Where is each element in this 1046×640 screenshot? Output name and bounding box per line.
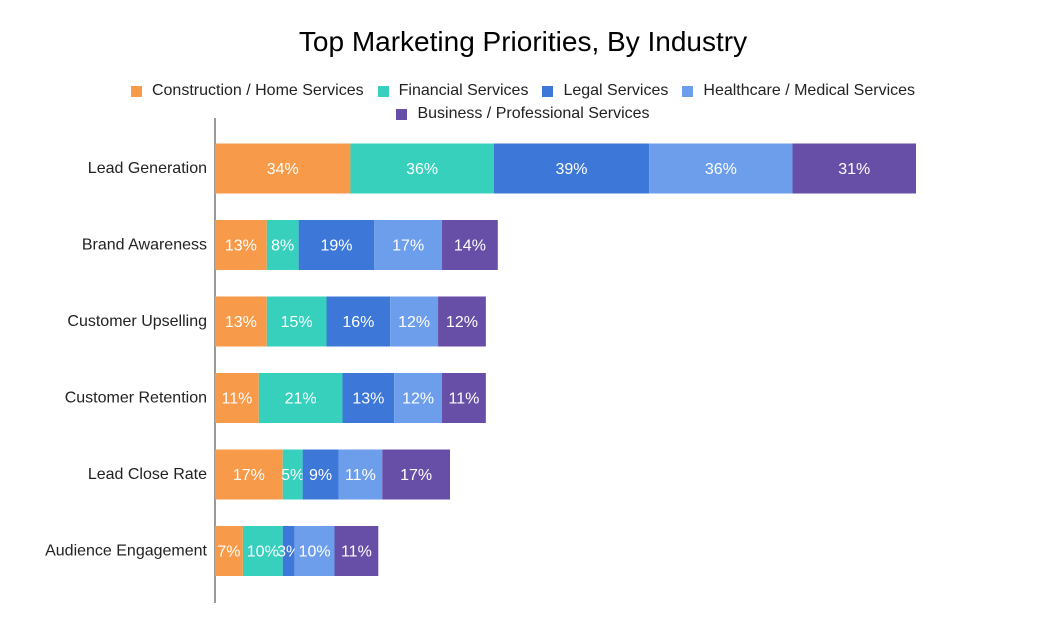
bar-brand-awareness-healthcare-medical-services: [374, 220, 443, 270]
legend-item-financial: Financial Services: [377, 81, 529, 101]
data-label-lead-close-rate-healthcare-medical-services: 11%: [345, 467, 376, 484]
data-label-brand-awareness-financial-services: 8%: [271, 238, 294, 255]
data-label-audience-engagement-financial-services: 10%: [247, 544, 279, 561]
bar-customer-upselling-healthcare-medical-services: [390, 296, 439, 347]
data-label-lead-close-rate-business-professional-services: 17%: [400, 467, 432, 484]
bar-audience-engagement-business-professional-services: [334, 526, 379, 576]
data-label-customer-upselling-construction-home-services: 13%: [225, 314, 257, 331]
data-label-customer-retention-construction-home-services: 11%: [221, 391, 252, 408]
bar-lead-generation-business-professional-services: [792, 143, 916, 194]
bar-audience-engagement-construction-home-services: [215, 526, 243, 576]
data-label-customer-upselling-healthcare-medical-services: 12%: [398, 314, 430, 331]
legend-item-construction: Construction / Home Services: [130, 81, 364, 101]
data-label-brand-awareness-healthcare-medical-services: 17%: [392, 238, 424, 255]
bar-lead-close-rate-business-professional-services: [382, 449, 450, 500]
data-label-customer-retention-financial-services: 21%: [285, 391, 317, 408]
legend-item-healthcare: Healthcare / Medical Services: [682, 81, 915, 101]
legend-item-business: Business / Professional Services: [396, 104, 650, 124]
category-label-lead-generation: Lead Generation: [88, 160, 207, 177]
bar-lead-close-rate-construction-home-services: [215, 449, 283, 500]
legend-item-legal: Legal Services: [542, 81, 668, 101]
category-label-lead-close-rate: Lead Close Rate: [88, 466, 207, 483]
category-label-audience-engagement: Audience Engagement: [45, 543, 207, 560]
data-label-customer-retention-healthcare-medical-services: 12%: [402, 391, 434, 408]
legend: Construction / Home Services Financial S…: [0, 81, 1046, 101]
category-label-brand-awareness: Brand Awareness: [82, 237, 207, 254]
bar-lead-close-rate-legal-services: [302, 449, 339, 500]
data-label-brand-awareness-legal-services: 19%: [320, 238, 352, 255]
legend-swatch-construction: [130, 85, 142, 97]
bar-customer-retention-business-professional-services: [442, 373, 486, 423]
data-label-lead-generation-healthcare-medical-services: 36%: [705, 161, 737, 178]
bar-customer-upselling-financial-services: [266, 296, 327, 347]
data-label-customer-upselling-financial-services: 15%: [281, 314, 313, 331]
bar-brand-awareness-construction-home-services: [215, 220, 267, 270]
bar-brand-awareness-legal-services: [298, 220, 375, 270]
legend-label-healthcare: Healthcare / Medical Services: [703, 82, 916, 99]
data-label-lead-close-rate-legal-services: 9%: [309, 467, 332, 484]
legend-row-2: Business / Professional Services: [0, 104, 1046, 124]
bar-lead-close-rate-healthcare-medical-services: [338, 449, 383, 500]
data-label-customer-upselling-business-professional-services: 12%: [446, 314, 478, 331]
data-label-customer-upselling-legal-services: 16%: [342, 314, 374, 331]
category-label-customer-upselling: Customer Upselling: [67, 313, 207, 330]
bar-customer-retention-construction-home-services: [215, 373, 259, 423]
chart-title: Top Marketing Priorities, By Industry: [298, 26, 748, 57]
data-label-brand-awareness-business-professional-services: 14%: [454, 238, 486, 255]
bar-customer-upselling-business-professional-services: [438, 296, 486, 347]
bar-lead-generation-legal-services: [493, 143, 650, 194]
bar-brand-awareness-business-professional-services: [442, 220, 498, 270]
data-label-brand-awareness-construction-home-services: 13%: [225, 238, 257, 255]
data-label-lead-close-rate-financial-services: 5%: [281, 467, 304, 484]
bar-customer-upselling-construction-home-services: [215, 296, 267, 347]
data-label-lead-close-rate-construction-home-services: 17%: [233, 467, 265, 484]
data-label-customer-retention-legal-services: 13%: [352, 391, 384, 408]
data-label-customer-retention-business-professional-services: 11%: [449, 391, 480, 408]
bar-lead-close-rate-financial-services: [282, 449, 303, 500]
data-label-lead-generation-business-professional-services: 31%: [838, 161, 870, 178]
bar-brand-awareness-financial-services: [266, 220, 299, 270]
data-label-audience-engagement-business-professional-services: 11%: [341, 544, 372, 561]
legend-swatch-legal: [542, 85, 554, 97]
bar-customer-retention-legal-services: [342, 373, 395, 423]
bar-customer-retention-financial-services: [258, 373, 343, 423]
bar-audience-engagement-legal-services: [282, 526, 295, 576]
legend-swatch-financial: [377, 85, 389, 97]
legend-label-construction: Construction / Home Services: [151, 82, 364, 99]
category-label-customer-retention: Customer Retention: [65, 390, 207, 407]
data-label-audience-engagement-legal-services: 3%: [277, 544, 300, 561]
bar-lead-generation-healthcare-medical-services: [649, 143, 793, 194]
bar-lead-generation-construction-home-services: [215, 143, 351, 194]
legend-label-business: Business / Professional Services: [417, 105, 650, 122]
legend-label-legal: Legal Services: [563, 82, 669, 99]
data-label-lead-generation-financial-services: 36%: [406, 161, 438, 178]
bar-lead-generation-financial-services: [350, 143, 494, 194]
data-label-audience-engagement-healthcare-medical-services: 10%: [299, 544, 331, 561]
legend-swatch-healthcare: [682, 85, 694, 97]
data-label-lead-generation-legal-services: 39%: [555, 161, 587, 178]
bar-audience-engagement-financial-services: [242, 526, 283, 576]
legend-swatch-business: [396, 108, 408, 120]
bar-customer-upselling-legal-services: [326, 296, 391, 347]
bar-audience-engagement-healthcare-medical-services: [294, 526, 335, 576]
legend-label-financial: Financial Services: [398, 82, 529, 99]
data-label-audience-engagement-construction-home-services: 7%: [217, 544, 240, 561]
bar-customer-retention-healthcare-medical-services: [394, 373, 443, 423]
data-label-lead-generation-construction-home-services: 34%: [267, 161, 299, 178]
